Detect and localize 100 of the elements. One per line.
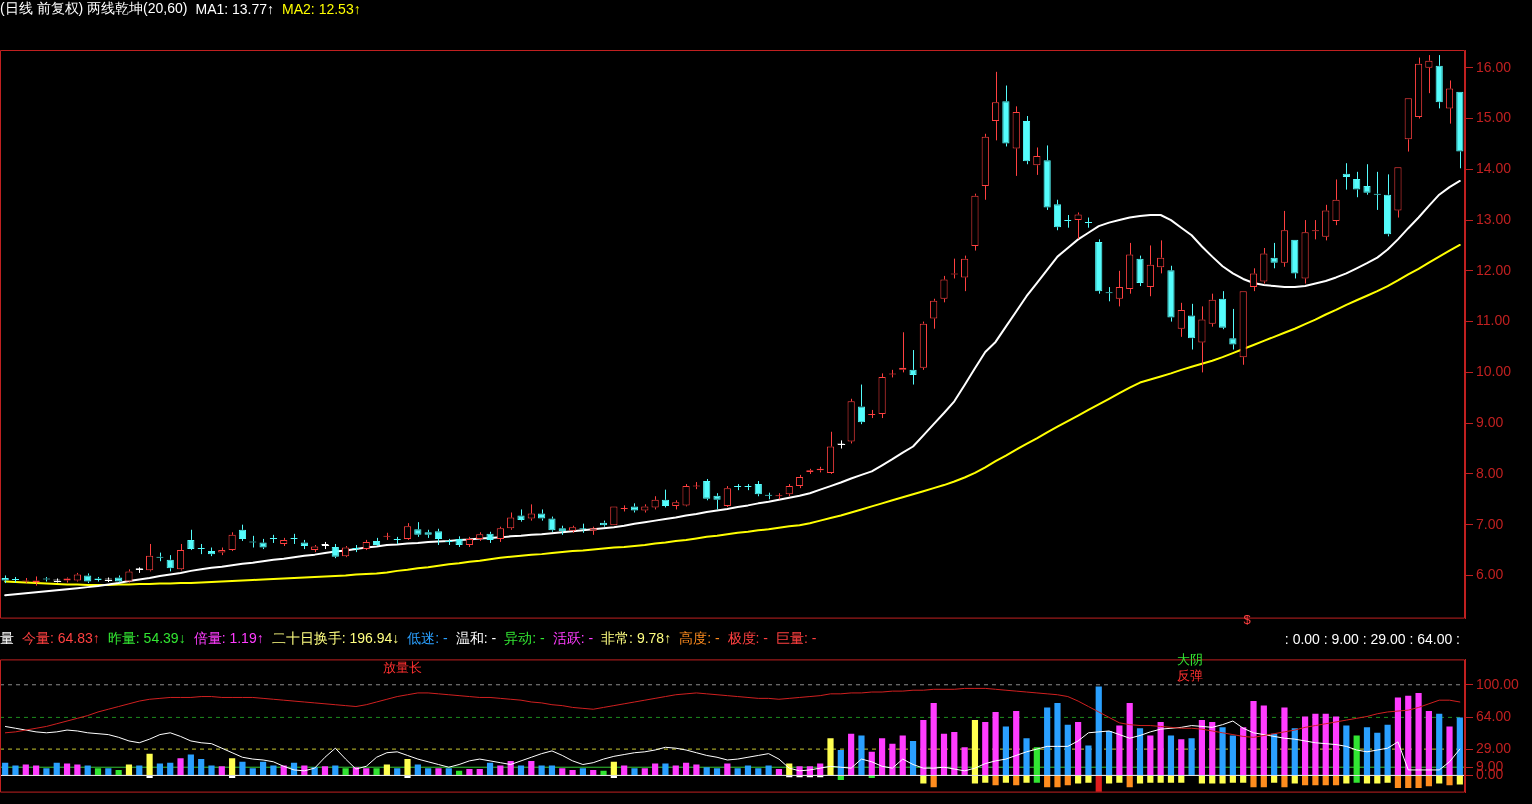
candlestick [1136,255,1144,287]
bar [1394,775,1402,789]
bar [920,775,927,784]
bar [1198,720,1206,775]
bar [1446,775,1453,786]
bar [837,750,844,775]
bar [1198,775,1206,784]
bar [1085,775,1092,783]
bar [1116,775,1123,783]
bar [858,735,865,775]
y-tick-label: 8.00 [1476,464,1504,481]
bar [466,769,473,775]
candlestick [857,384,866,425]
bar [868,751,875,775]
chart-title: 量 [0,630,14,648]
y-tick-label: 14.00 [1476,160,1512,177]
candlestick [1280,210,1289,268]
bar [249,768,256,775]
bar [1095,775,1102,792]
bar [301,765,308,775]
bar [94,768,102,775]
bar [1054,775,1061,788]
bar [445,768,452,775]
bar [1322,775,1329,786]
candlestick [1301,219,1309,285]
bar [848,733,855,775]
bar [1095,686,1102,775]
candlestick [238,524,247,542]
bar [755,768,762,775]
bar [992,711,999,775]
annotation: 放量长 [382,660,422,675]
bar [1425,775,1432,787]
text: 倍量: 1.19↑ [193,630,264,648]
candlestick [372,537,381,545]
bar [22,764,29,775]
bar [476,769,483,775]
candlestick [1342,162,1350,191]
bar [1281,707,1288,775]
bar [435,768,442,775]
bar [982,721,989,775]
text: 低迷: - [407,630,448,648]
bar [1260,705,1267,775]
bar [1023,738,1030,775]
bar [930,775,937,788]
bar [621,765,628,775]
bar [765,765,772,775]
candlestick [548,516,556,533]
candlestick [1043,144,1051,211]
candlestick [1022,115,1031,165]
bar [662,763,669,775]
candlestick [455,535,463,548]
candlestick [630,502,639,513]
bar [1157,775,1164,783]
bar [1219,727,1226,775]
bar [486,762,494,775]
bar [1023,775,1030,783]
bar [1301,775,1309,786]
annotation: 反弹 [1177,668,1203,683]
bar [1291,775,1298,784]
bar [1374,732,1381,775]
bar [879,738,886,775]
bar [837,775,844,780]
bar [115,769,122,775]
y-tick-label: 6.00 [1476,566,1504,583]
y-tick-label: 15.00 [1476,109,1512,126]
bar [548,765,556,775]
bar [218,766,225,775]
candlestick [1249,267,1258,292]
bar [1229,735,1236,775]
candlestick [1435,54,1443,109]
bar [1343,725,1350,775]
bar [1105,730,1113,775]
bar [1240,727,1247,775]
bar [1271,733,1278,775]
text: 非常: 9.78↑ [601,630,672,648]
bar [1178,739,1185,775]
candlestick [1240,292,1246,366]
bar [1085,745,1092,775]
bar [682,762,690,775]
candlestick [991,71,1000,141]
bar [456,770,463,775]
bar [363,768,370,775]
candlestick [1218,290,1227,330]
bar [177,758,184,775]
bar [982,775,989,783]
bar [373,768,380,775]
candlestick [1229,308,1237,351]
bar [1436,713,1443,775]
candlestick [517,508,525,523]
bar [1209,775,1216,784]
candlestick [930,298,938,330]
bar [425,768,432,775]
bar [1219,775,1226,784]
bar [239,761,246,775]
bar [332,765,339,775]
bar [208,765,215,775]
bar [538,765,545,775]
candlestick [1126,242,1134,295]
bar [713,768,721,775]
bar [74,764,81,775]
